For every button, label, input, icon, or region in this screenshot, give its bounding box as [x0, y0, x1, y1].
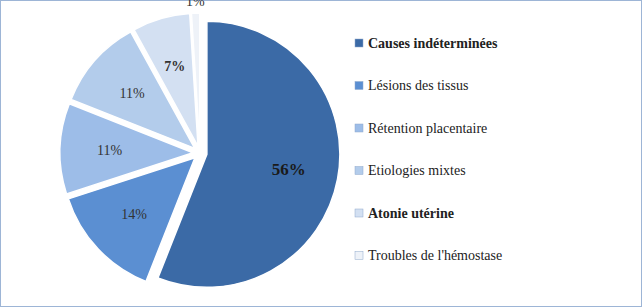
- pie-slice: [191, 13, 199, 146]
- legend-swatch: [355, 209, 363, 217]
- legend-item: Lésions des tissus: [355, 78, 468, 93]
- data-label: 56%: [272, 160, 306, 179]
- chart: 56% 14% 11% 11% 7% 1% Causes indéterminées Lési…: [0, 0, 642, 307]
- legend-swatch: [355, 82, 363, 90]
- legend-item: Causes indéterminées: [355, 36, 498, 51]
- legend-label: Etiologies mixtes: [368, 163, 466, 178]
- data-label: 14%: [121, 207, 147, 222]
- frame: [1, 1, 642, 307]
- legend-swatch: [355, 124, 363, 132]
- data-label: 1%: [186, 0, 205, 9]
- data-label: 11%: [97, 143, 122, 158]
- legend-label: Lésions des tissus: [368, 78, 468, 93]
- data-label: 7%: [164, 59, 185, 74]
- data-label: 11%: [120, 86, 145, 101]
- legend-item: Troubles de l'hémostase: [355, 248, 502, 263]
- pie: 56% 14% 11% 11% 7% 1%: [60, 0, 340, 287]
- legend-label: Rétention placentaire: [368, 121, 487, 136]
- legend-item: Rétention placentaire: [355, 121, 487, 136]
- legend-item: Etiologies mixtes: [355, 163, 466, 178]
- legend-label: Atonie utérine: [368, 206, 454, 221]
- pie-slice: [134, 14, 198, 147]
- legend-label: Troubles de l'hémostase: [368, 248, 502, 263]
- legend-swatch: [355, 252, 363, 260]
- legend-label: Causes indéterminées: [368, 36, 498, 51]
- legend-swatch: [355, 39, 363, 47]
- legend-item: Atonie utérine: [355, 206, 454, 221]
- legend-swatch: [355, 167, 363, 175]
- legend: Causes indéterminées Lésions des tissus Ré…: [355, 36, 502, 264]
